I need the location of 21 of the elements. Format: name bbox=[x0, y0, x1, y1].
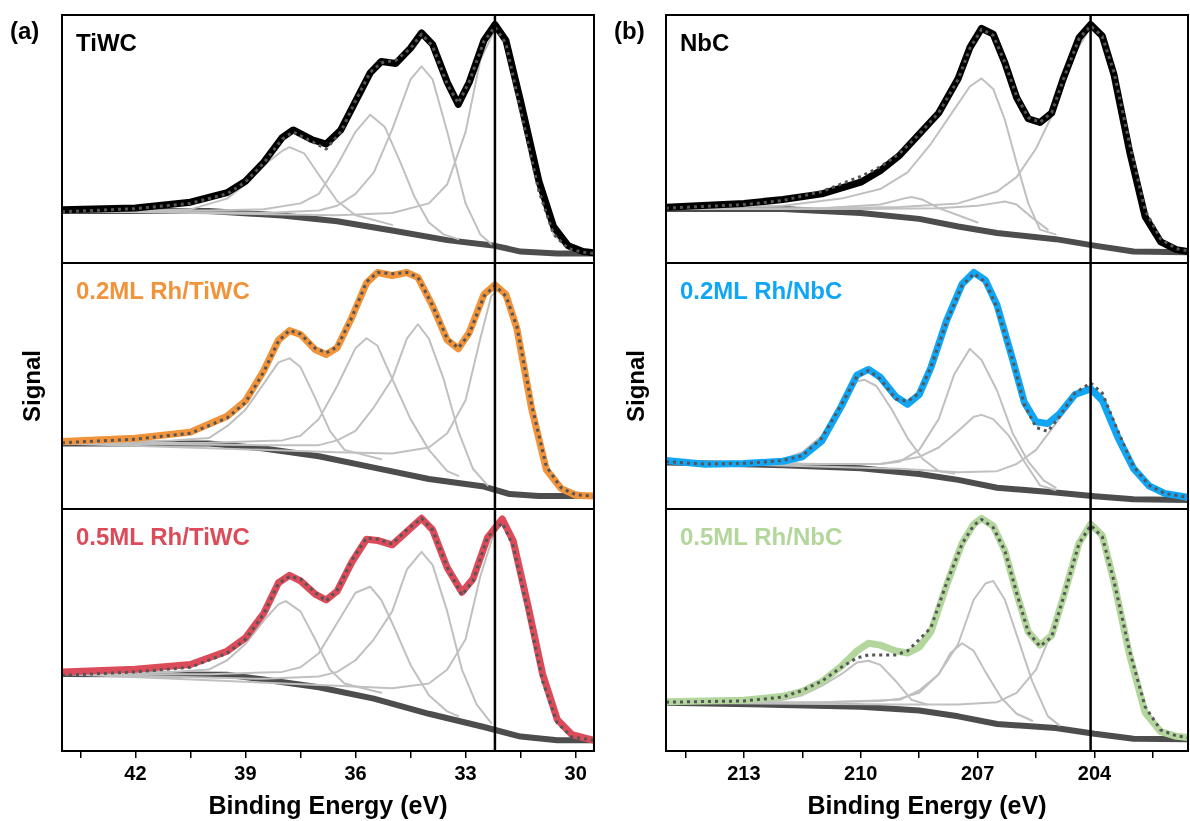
x-tick-label: 42 bbox=[124, 761, 147, 784]
y-axis-title: Signal bbox=[18, 349, 46, 423]
x-tick-label: 207 bbox=[960, 761, 995, 784]
y-axis-title: Signal bbox=[622, 349, 650, 423]
x-tick-label: 204 bbox=[1077, 761, 1113, 784]
x-tick-label: 36 bbox=[344, 761, 367, 784]
x-tick-label: 213 bbox=[727, 761, 761, 784]
x-axis-title: Binding Energy (eV) bbox=[807, 790, 1047, 819]
chart-title: TiWC bbox=[76, 29, 137, 56]
chart-title: 0.2ML Rh/TiWC bbox=[76, 277, 250, 304]
x-axis-title: Binding Energy (eV) bbox=[208, 790, 448, 819]
x-tick-label: 39 bbox=[234, 761, 257, 784]
text: (b) bbox=[614, 17, 645, 45]
chart-title: 0.5ML Rh/TiWC bbox=[76, 523, 250, 550]
x-tick-label: 210 bbox=[844, 761, 878, 784]
x-tick-label: 33 bbox=[454, 761, 477, 784]
chart-title: NbC bbox=[680, 29, 730, 56]
chart-title: 0.5ML Rh/NbC bbox=[680, 523, 843, 550]
text: (a) bbox=[10, 17, 40, 45]
chart-title: 0.2ML Rh/NbC bbox=[680, 277, 843, 304]
x-tick-label: 30 bbox=[564, 761, 587, 784]
